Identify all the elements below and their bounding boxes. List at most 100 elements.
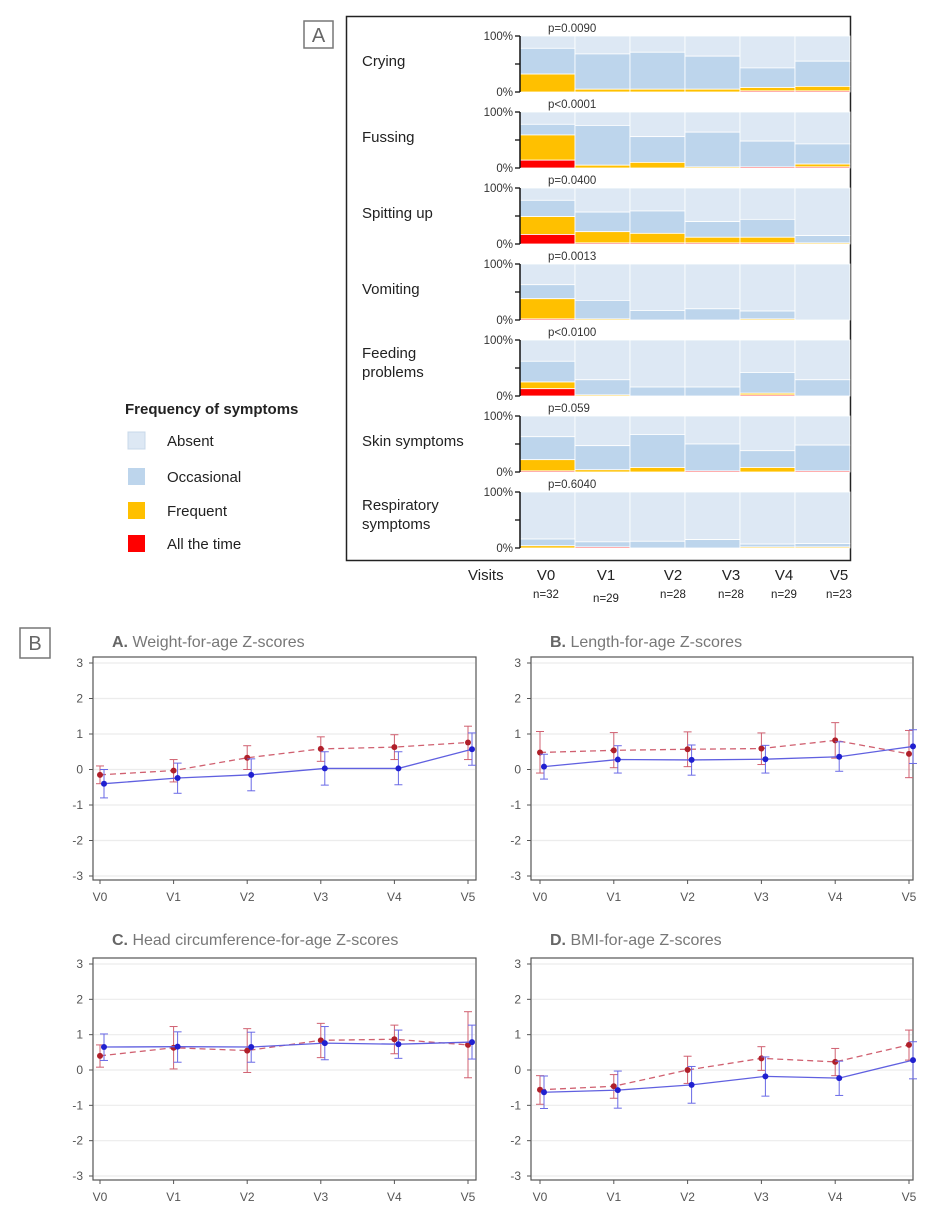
plot-frame	[530, 656, 914, 881]
data-point-solid	[395, 1041, 402, 1048]
bar-segment-frequent	[574, 164, 631, 169]
chart-title: B. Length-for-age Z-scores	[550, 634, 742, 651]
symptom-name: Feeding	[362, 345, 416, 362]
chart-title-text: Weight-for-age Z-scores	[128, 634, 305, 651]
x-tick-label: V4	[387, 890, 402, 904]
line-chart: A. Weight-for-age Z-scores 3 2 1 0 -1 -2 -3 V0 V1…	[72, 634, 477, 904]
data-point-solid	[101, 1044, 107, 1051]
bar-segment-occasional	[519, 123, 576, 136]
y-tick-label: 0%	[496, 467, 513, 479]
legend-item-absent: Absent	[127, 431, 215, 450]
bar-segment-all	[684, 470, 741, 473]
bar-segment-frequent	[519, 459, 576, 472]
symptom-rows: Crying p=0.0090 100% 0% Fussing p<0.0001 100% 0…	[362, 23, 851, 555]
bar-segment-occasional	[794, 143, 851, 165]
bar-segment-absent	[794, 187, 851, 236]
bar-segment-occasional	[519, 284, 576, 300]
data-point-solid	[688, 756, 695, 763]
bar-segment-occasional	[794, 444, 851, 472]
bar-segment-occasional	[739, 543, 796, 548]
bar-segment-absent	[739, 491, 796, 545]
bar-segment-occasional	[739, 450, 796, 468]
y-tick-label: -2	[72, 1134, 83, 1148]
y-tick-label: 0	[514, 1063, 521, 1077]
data-point-dashed	[244, 1047, 251, 1054]
y-tick-label: 2	[76, 692, 83, 706]
x-tick-label: V0	[93, 890, 108, 904]
legend-label: Absent	[167, 433, 215, 450]
bar-segment-absent	[794, 35, 851, 62]
p-value: p=0.6040	[548, 479, 596, 491]
bar-segment-absent	[794, 415, 851, 446]
visit-n: n=28	[718, 589, 744, 601]
bar-segment-absent	[684, 263, 741, 310]
bar-segment-absent	[684, 35, 741, 57]
bar-segment-absent	[519, 491, 576, 540]
bar-segment-frequent	[519, 134, 576, 161]
bar-segment-frequent	[739, 546, 796, 549]
data-point-dashed	[170, 767, 177, 774]
bar-segment-occasional	[739, 218, 796, 238]
x-tick-label: V2	[240, 1190, 255, 1204]
bar-segment-absent	[519, 415, 576, 438]
bar-segment-frequent	[794, 163, 851, 168]
line-chart: C. Head circumference-for-age Z-scores 3 2…	[72, 932, 477, 1204]
bar-segment-absent	[794, 491, 851, 544]
x-tick-label: V3	[313, 890, 328, 904]
x-tick-label: V2	[680, 890, 695, 904]
bar-segment-occasional	[629, 386, 686, 397]
data-point-solid	[688, 1081, 695, 1088]
y-tick-label: 0%	[496, 163, 513, 175]
plot-frame	[92, 957, 477, 1181]
y-tick-label: 100%	[484, 183, 513, 195]
y-tick-label: 100%	[484, 31, 513, 43]
y-tick-label: 100%	[484, 259, 513, 271]
bar-segment-all	[574, 242, 631, 245]
y-tick-label: 0%	[496, 315, 513, 327]
x-tick-label: V3	[754, 890, 769, 904]
panel-b-label: B	[28, 633, 41, 655]
bar-segment-frequent	[739, 87, 796, 92]
bar-segment-absent	[574, 491, 631, 543]
chart-title: D. BMI-for-age Z-scores	[550, 932, 722, 949]
visit-n: n=23	[826, 589, 852, 601]
x-tick-label: V1	[606, 1190, 621, 1204]
bar-segment-occasional	[739, 140, 796, 168]
bar-segment-occasional	[794, 543, 851, 548]
legend-label: Frequent	[167, 503, 228, 520]
y-tick-label: -3	[72, 869, 83, 883]
bar-segment-occasional	[684, 221, 741, 238]
y-tick-label: 0	[76, 1063, 83, 1077]
bar-segment-occasional	[684, 386, 741, 397]
bar-segment-all	[519, 234, 576, 245]
bar-segment-absent	[684, 339, 741, 388]
data-point-solid	[174, 775, 181, 782]
bar-segment-frequent	[684, 88, 741, 93]
bar-segment-occasional	[629, 136, 686, 163]
bar-segment-all	[519, 388, 576, 397]
x-tick-label: V1	[606, 890, 621, 904]
bar-segment-occasional	[629, 434, 686, 468]
series-line-dashed	[539, 1044, 910, 1091]
bar-segment-all	[794, 90, 851, 93]
y-tick-label: 1	[514, 727, 521, 741]
bar-segment-occasional	[684, 131, 741, 168]
bar-segment-absent	[739, 187, 796, 220]
chart-title-text: BMI-for-age Z-scores	[566, 932, 722, 949]
bar-segment-absent	[629, 491, 686, 542]
legend-swatch	[128, 502, 145, 519]
x-tick-label: V4	[387, 1190, 402, 1204]
y-tick-label: 3	[76, 656, 83, 670]
data-point-solid	[836, 1075, 843, 1082]
p-value: p=0.0400	[548, 175, 596, 187]
chart-title: A. Weight-for-age Z-scores	[112, 634, 305, 651]
bar-segment-all	[574, 546, 631, 549]
data-point-dashed	[244, 754, 251, 761]
bar-segment-frequent	[629, 88, 686, 93]
bar-segment-occasional	[684, 308, 741, 321]
y-tick-label: -2	[510, 1134, 521, 1148]
y-tick-label: 2	[514, 992, 521, 1006]
y-tick-label: -2	[72, 834, 83, 848]
legend-title: Frequency of symptoms	[125, 401, 298, 418]
data-point-dashed	[758, 1055, 765, 1062]
